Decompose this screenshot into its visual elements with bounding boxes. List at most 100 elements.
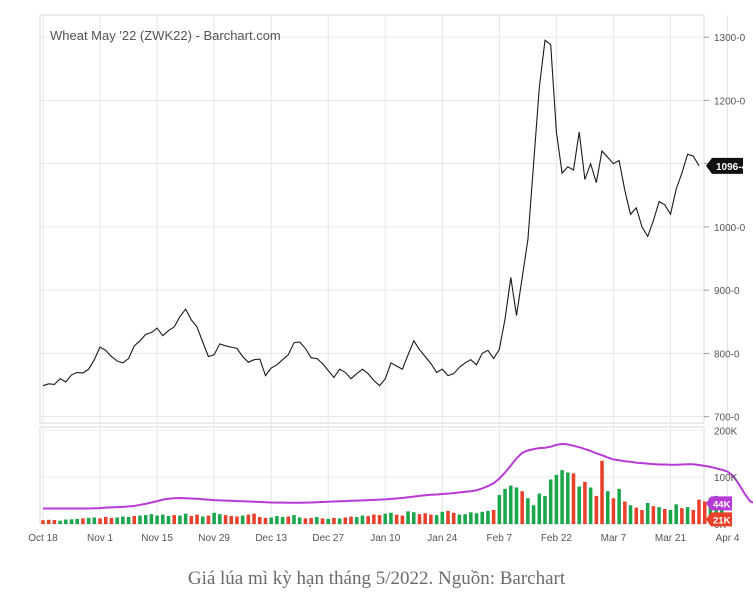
volume-bar	[155, 515, 159, 524]
volume-bar	[469, 512, 473, 524]
volume-bar	[663, 509, 667, 524]
volume-bar	[132, 516, 137, 524]
volume-bar	[81, 518, 85, 524]
volume-bar	[503, 488, 507, 524]
volume-bar	[520, 491, 524, 524]
volume-bar	[366, 516, 370, 524]
volume-bar	[508, 485, 513, 524]
volume-bar	[275, 516, 279, 524]
volume-bar	[360, 515, 365, 524]
volume-bar	[691, 509, 696, 524]
volume-bar	[161, 514, 165, 524]
grid	[39, 14, 729, 525]
volume-bar	[611, 498, 616, 524]
x-tick-label: Oct 18	[28, 533, 58, 544]
y-tick-label: 800-0	[714, 349, 740, 360]
volume-bar	[229, 516, 234, 524]
volume-bar	[389, 512, 393, 524]
volume-bar	[543, 495, 547, 524]
volume-bar	[491, 509, 496, 524]
volume-bar	[657, 507, 661, 524]
volume-bar	[172, 515, 176, 524]
volume-bar	[98, 518, 102, 524]
volume-average-label: 44K	[713, 499, 731, 510]
volume-bar	[474, 513, 479, 524]
volume-bar	[406, 511, 410, 524]
price-line	[42, 39, 700, 387]
volume-bar	[708, 497, 713, 524]
x-tick-label: Dec 27	[312, 533, 344, 544]
volume-bar	[354, 516, 359, 524]
volume-bar	[634, 507, 639, 524]
volume-bar	[423, 513, 427, 524]
volume-bar	[457, 514, 462, 524]
volume-bar	[178, 515, 182, 524]
volume-bar	[451, 512, 456, 524]
volume-tick-label: 200K	[714, 426, 738, 437]
volume-bar	[46, 519, 51, 524]
volume-bar	[560, 470, 564, 524]
volume-bar	[680, 508, 684, 524]
volume-bar	[52, 520, 57, 524]
volume-bar	[617, 488, 621, 524]
volume-bar	[218, 514, 222, 524]
x-tick-label: Dec 13	[255, 533, 287, 544]
volume-bar	[64, 519, 68, 524]
volume-bar	[577, 486, 581, 524]
volume-bar	[628, 505, 633, 524]
volume-bar	[417, 514, 422, 524]
x-tick-label: Nov 1	[87, 533, 114, 544]
volume-bar	[252, 513, 256, 524]
volume-bar	[143, 515, 148, 524]
volume-bar	[668, 509, 673, 524]
volume-bar	[583, 481, 587, 524]
volume-bar	[377, 515, 382, 524]
volume-bar	[486, 510, 490, 524]
volume-bar	[702, 501, 707, 524]
volume-bar	[720, 496, 724, 524]
volume-bar	[566, 472, 570, 524]
volume-bar	[297, 517, 302, 524]
volume-bar	[309, 517, 313, 524]
volume-bar	[206, 515, 211, 524]
x-tick-label: Apr 4	[716, 533, 740, 544]
volume-average-badge	[706, 496, 732, 511]
figure-caption: Giá lúa mì kỳ hạn tháng 5/2022. Nguồn: B…	[187, 568, 566, 589]
volume-bar	[526, 498, 530, 524]
last-price-marker	[706, 157, 743, 174]
volume-bar	[697, 499, 701, 524]
volume-bar	[212, 512, 216, 524]
volume-bar	[463, 514, 467, 524]
volume-bar	[92, 517, 97, 524]
volume-bar	[315, 516, 319, 524]
volume-bar	[257, 516, 262, 524]
x-tick-label: Feb 7	[487, 533, 513, 544]
volume-bar	[326, 518, 330, 524]
chart-background	[0, 0, 753, 565]
volume-bar	[651, 506, 656, 524]
volume-bar	[685, 507, 690, 524]
volume-bar	[121, 516, 125, 524]
volume-bar	[440, 511, 445, 524]
volume-bar	[605, 491, 610, 524]
volume-bar	[623, 501, 627, 524]
y-tick-label: 1300-0	[714, 33, 746, 44]
volume-bar	[183, 513, 188, 524]
volume-bar	[286, 516, 291, 524]
volume-bar	[115, 517, 119, 524]
volume-bar	[292, 515, 296, 524]
last-price-label: 1096-4	[716, 162, 748, 173]
volume-bar	[400, 515, 405, 524]
volume-bar	[349, 516, 353, 524]
volume-panel-border	[39, 426, 705, 525]
volume-bar	[480, 511, 485, 524]
volume-bar	[588, 487, 593, 524]
volume-bar	[537, 493, 542, 524]
volume-bar	[383, 513, 388, 524]
volume-bar	[240, 515, 245, 524]
volume-bar	[103, 516, 108, 524]
volume-bar	[320, 518, 325, 524]
axes: Oct 18 Nov 1 Nov 15 Nov 29 Dec 13 Dec 27 Jan 1…	[28, 33, 747, 544]
x-tick-label: Feb 22	[541, 533, 573, 544]
y-tick-label: 1200-0	[714, 96, 746, 107]
